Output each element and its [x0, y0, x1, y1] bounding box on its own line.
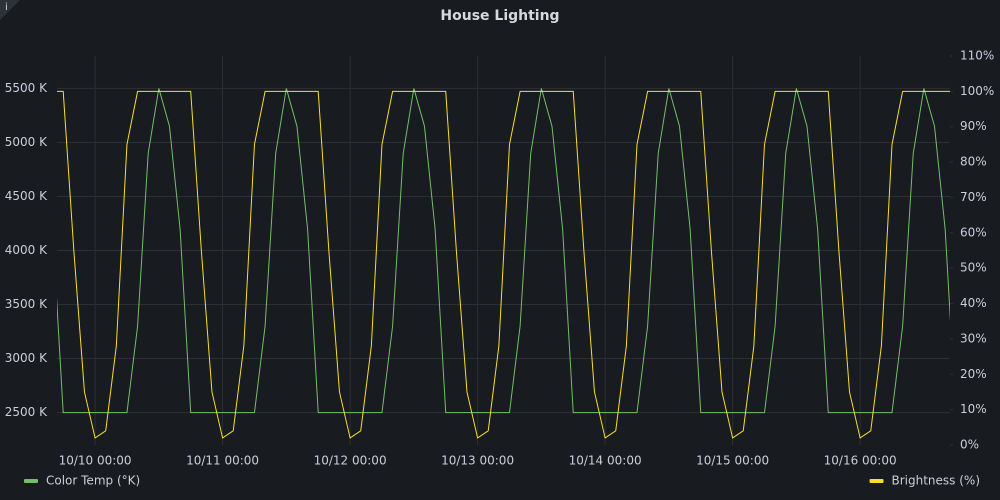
- info-icon[interactable]: i: [5, 2, 8, 13]
- legend-swatch: [24, 479, 38, 483]
- legend-swatch: [869, 479, 884, 483]
- x-tick-label: 10/16 00:00: [824, 454, 897, 468]
- y2-tick-label: 80%: [960, 155, 987, 169]
- y2-tick-label: 10%: [960, 402, 987, 416]
- chart-title: House Lighting: [440, 8, 559, 24]
- x-tick-label: 10/10 00:00: [59, 454, 132, 468]
- y-tick-label: 5500 K: [5, 81, 48, 95]
- y2-tick-label: 90%: [960, 119, 987, 133]
- y2-tick-label: 20%: [960, 367, 987, 381]
- y2-tick-label: 30%: [960, 331, 987, 345]
- y2-tick-label: 0%: [960, 438, 979, 452]
- info-corner[interactable]: [0, 0, 20, 20]
- y2-tick-label: 110%: [960, 49, 994, 63]
- x-tick-label: 10/15 00:00: [696, 454, 769, 468]
- series-line: [57, 88, 950, 414]
- x-tick-label: 10/11 00:00: [186, 454, 259, 468]
- y2-tick-label: 40%: [960, 296, 987, 310]
- x-tick-label: 10/12 00:00: [314, 454, 387, 468]
- y-tick-label: 4000 K: [5, 243, 48, 257]
- y2-tick-label: 100%: [960, 84, 994, 98]
- plot: [57, 88, 950, 439]
- y-tick-label: 2500 K: [5, 405, 48, 419]
- y2-tick-label: 50%: [960, 261, 987, 275]
- x-tick-label: 10/13 00:00: [441, 454, 514, 468]
- x-tick-label: 10/14 00:00: [569, 454, 642, 468]
- y-tick-label: 5000 K: [5, 135, 48, 149]
- y-tick-label: 4500 K: [5, 189, 48, 203]
- y-tick-label: 3000 K: [5, 351, 48, 365]
- legend-label: Color Temp (°K): [46, 474, 140, 488]
- legend-label: Brightness (%): [892, 474, 981, 488]
- y2-tick-label: 60%: [960, 225, 987, 239]
- y-tick-label: 3500 K: [5, 297, 48, 311]
- series-line: [57, 90, 950, 439]
- y2-tick-label: 70%: [960, 190, 987, 204]
